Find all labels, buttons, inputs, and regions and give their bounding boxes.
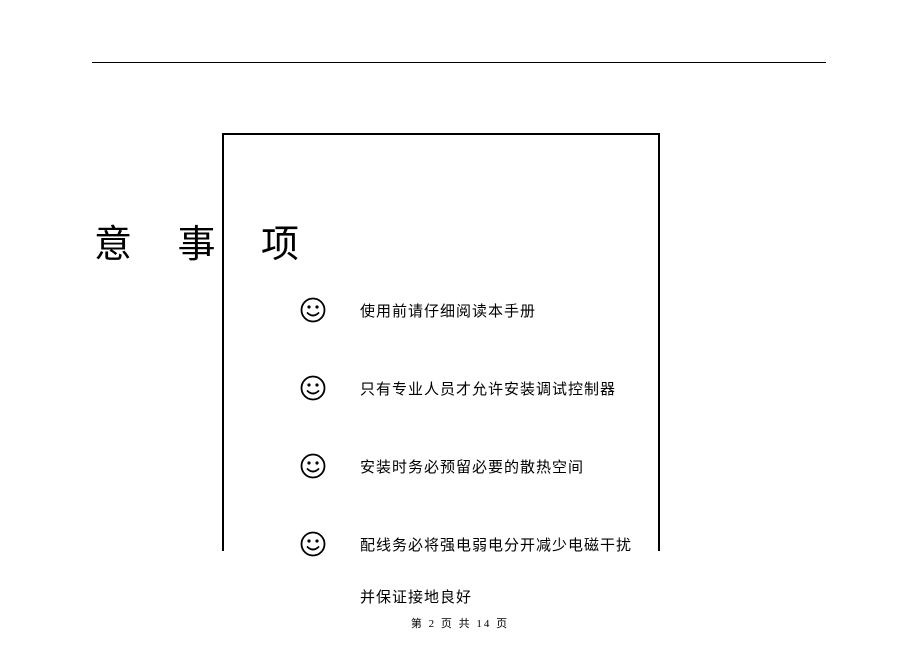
content-box (222, 133, 660, 551)
list-item-text: 配线务必将强电弱电分开减少电磁干扰 (360, 534, 632, 555)
list-item-text: 安装时务必预留必要的散热空间 (360, 456, 584, 477)
list-item: 配线务必将强电弱电分开减少电磁干扰 (300, 531, 632, 557)
list-item-text: 只有专业人员才允许安装调试控制器 (360, 378, 616, 399)
page-footer: 第 2 页 共 14 页 (0, 615, 920, 631)
list-item: 只有专业人员才允许安装调试控制器 (300, 375, 616, 401)
smiley-icon (300, 297, 326, 323)
list-item: 安装时务必预留必要的散热空间 (300, 453, 584, 479)
smiley-icon (300, 531, 326, 557)
list-item-continuation: 并保证接地良好 (360, 586, 472, 607)
smiley-icon (300, 453, 326, 479)
smiley-icon (300, 375, 326, 401)
horizontal-rule (92, 62, 826, 63)
list-item-text: 使用前请仔细阅读本手册 (360, 300, 536, 321)
page-title: 意 事 项 (94, 213, 317, 268)
list-item-text: 并保证接地良好 (360, 586, 472, 607)
list-item: 使用前请仔细阅读本手册 (300, 297, 536, 323)
